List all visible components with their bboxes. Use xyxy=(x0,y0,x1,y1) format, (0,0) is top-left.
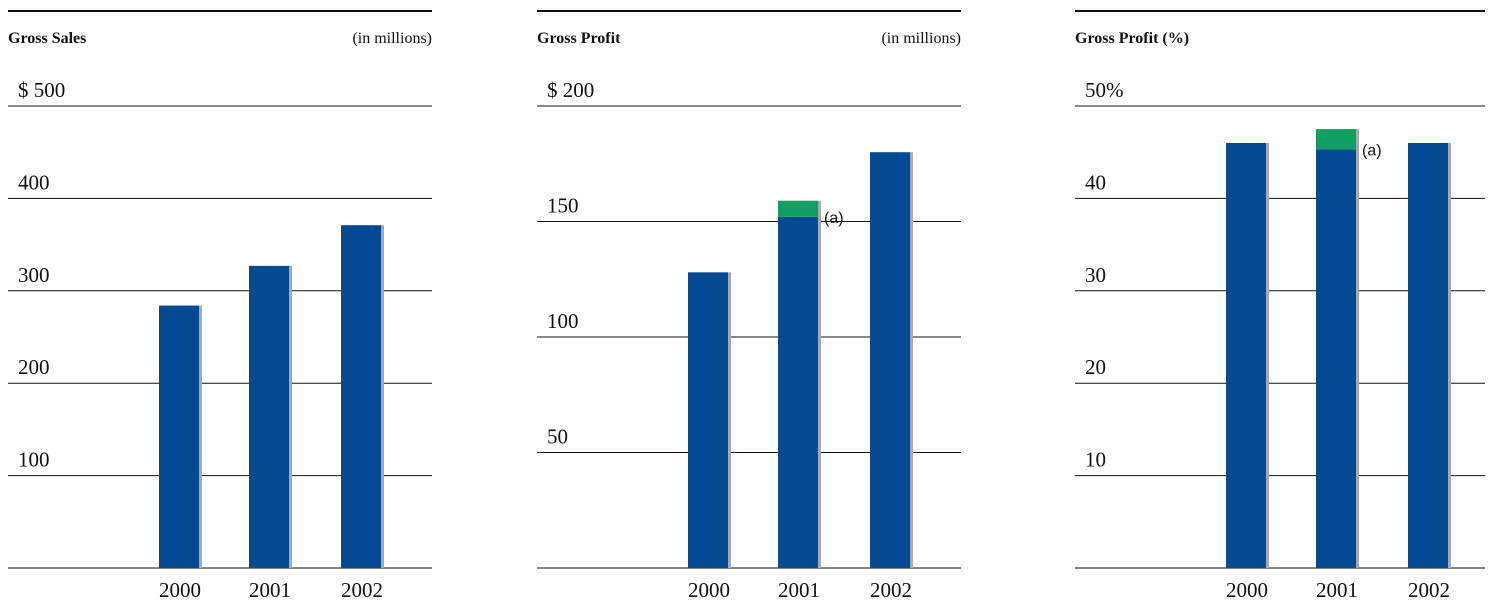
x-tick-label: 2001 xyxy=(778,578,820,602)
chart-title: Gross Profit (%) xyxy=(1075,30,1190,47)
y-tick-label: 400 xyxy=(18,170,50,194)
bar xyxy=(341,225,381,569)
y-tick-label: 150 xyxy=(547,194,579,218)
bar-shadow xyxy=(1266,142,1269,568)
bar-segment-highlight xyxy=(1316,129,1356,150)
x-tick-label: 2002 xyxy=(870,578,912,602)
chart-plot-area: 100 200 300 400 $ 500 2000 2001 2002 xyxy=(8,78,432,602)
y-tick-label: 30 xyxy=(1085,263,1106,287)
chart-plot-area: 50 100 150 $ 200 2000 (a) 2001 2002 xyxy=(537,78,961,602)
bar xyxy=(688,272,728,568)
chart-top-rule xyxy=(8,10,432,12)
chart-title: Gross Sales xyxy=(8,30,87,47)
bar-shadow xyxy=(381,225,384,569)
y-tick-label: 10 xyxy=(1085,448,1106,472)
chart-gross-sales: Gross Sales (in millions) 100 200 300 400 $ … xyxy=(8,0,432,607)
y-tick-label: $ 500 xyxy=(18,78,65,102)
bar-shadow xyxy=(1356,129,1359,568)
bar-shadow xyxy=(818,200,821,568)
y-tick-label: 20 xyxy=(1085,355,1106,379)
x-tick-label: 2000 xyxy=(688,578,730,602)
bar-shadow xyxy=(910,152,913,568)
x-tick-label: 2002 xyxy=(341,578,383,602)
y-tick-label: 300 xyxy=(18,263,50,287)
annotation-label: (a) xyxy=(824,210,844,227)
chart-plot-area: 10 20 30 40 50% 2000 (a) 2001 2002 xyxy=(1075,78,1485,602)
bar xyxy=(159,305,199,568)
bar-shadow xyxy=(1448,142,1451,568)
chart-top-rule xyxy=(537,10,961,12)
chart-unit-note: (in millions) xyxy=(352,30,432,47)
y-tick-label: 200 xyxy=(18,355,50,379)
y-tick-label: 50 xyxy=(547,425,568,449)
chart-gross-profit-percent: Gross Profit (%) 10 20 30 40 50% 2000 (a) 2001 2… xyxy=(1075,0,1485,607)
y-tick-label: 50% xyxy=(1085,78,1124,102)
bar xyxy=(249,265,289,568)
bar xyxy=(1316,149,1356,569)
bar xyxy=(1226,142,1266,568)
annotation-label: (a) xyxy=(1362,142,1382,159)
bar-shadow xyxy=(289,265,292,568)
chart-title: Gross Profit xyxy=(537,30,621,47)
x-tick-label: 2000 xyxy=(1226,578,1268,602)
bar-shadow xyxy=(199,305,202,568)
chart-top-rule xyxy=(1075,10,1485,12)
x-tick-label: 2001 xyxy=(1316,578,1358,602)
bar-segment-highlight xyxy=(778,200,818,217)
y-tick-label: 40 xyxy=(1085,170,1106,194)
bar xyxy=(778,216,818,568)
chart-gross-profit: Gross Profit (in millions) 50 100 150 $ 200… xyxy=(537,0,961,607)
y-tick-label: 100 xyxy=(547,309,579,333)
chart-unit-note: (in millions) xyxy=(881,30,961,47)
bar xyxy=(870,152,910,568)
x-tick-label: 2002 xyxy=(1408,578,1450,602)
x-tick-label: 2000 xyxy=(159,578,201,602)
x-tick-label: 2001 xyxy=(249,578,291,602)
y-tick-label: $ 200 xyxy=(547,78,594,102)
bar-shadow xyxy=(728,272,731,568)
y-tick-label: 100 xyxy=(18,448,50,472)
bar xyxy=(1408,142,1448,568)
